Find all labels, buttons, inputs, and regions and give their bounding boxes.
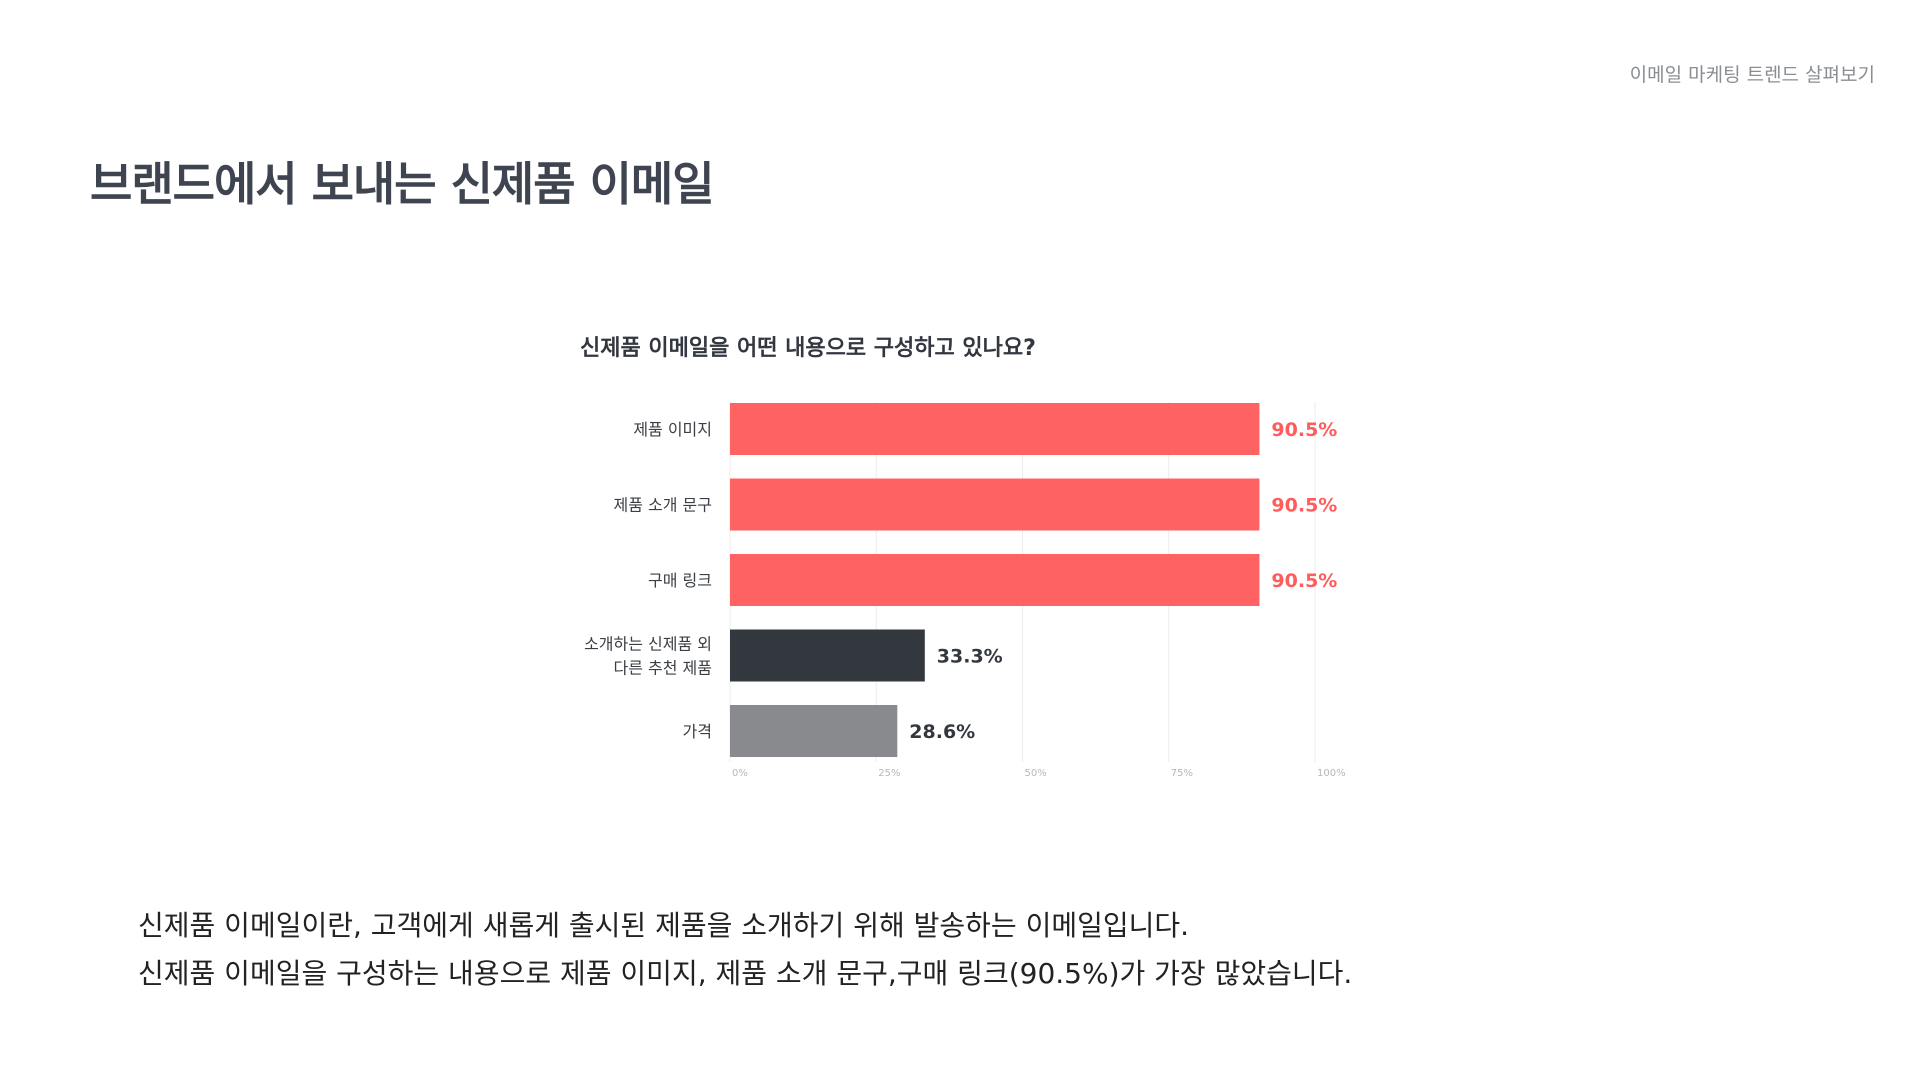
header-label: 이메일 마케팅 트렌드 살펴보기 — [1629, 64, 1875, 86]
value-label: 28.6% — [909, 721, 975, 743]
category-label: 가격 — [683, 722, 712, 741]
bar — [730, 478, 1260, 531]
bar-chart: 0% 25% 50% 75% 100% 제품 이미지 90.5% 제품 소개 문구 90.5% 구… — [584, 402, 1346, 779]
description-line-2: 신제품 이메일을 구성하는 내용으로 제품 이미지, 제품 소개 문구,구매 링… — [138, 957, 1353, 990]
chart-title: 신제품 이메일을 어떤 내용으로 구성하고 있나요? — [580, 336, 1036, 361]
description: 신제품 이메일이란, 고객에게 새롭게 출시된 제품을 소개하기 위해 발송하는… — [138, 902, 1352, 998]
x-tick-label: 50% — [1025, 768, 1047, 779]
value-label: 90.5% — [1271, 419, 1337, 441]
value-label: 90.5% — [1271, 570, 1337, 592]
bar — [730, 403, 1260, 455]
value-label: 33.3% — [937, 646, 1003, 668]
x-tick-label: 25% — [878, 768, 900, 779]
x-tick-label: 0% — [732, 768, 748, 779]
bar — [730, 554, 1260, 606]
category-label: 제품 소개 문구 — [614, 496, 713, 515]
category-label: 소개하는 신제품 외 다른 추천 제품 — [584, 635, 712, 678]
bar — [730, 629, 925, 682]
value-label: 90.5% — [1271, 495, 1337, 517]
category-label: 제품 이미지 — [633, 420, 712, 439]
page-title: 브랜드에서 보내는 신제품 이메일 — [90, 157, 715, 211]
bar — [730, 705, 898, 757]
x-tick-label: 100% — [1317, 768, 1346, 779]
description-line-1: 신제품 이메일이란, 고객에게 새롭게 출시된 제품을 소개하기 위해 발송하는… — [138, 909, 1190, 942]
category-label: 구매 링크 — [648, 571, 712, 590]
x-tick-label: 75% — [1171, 768, 1193, 779]
